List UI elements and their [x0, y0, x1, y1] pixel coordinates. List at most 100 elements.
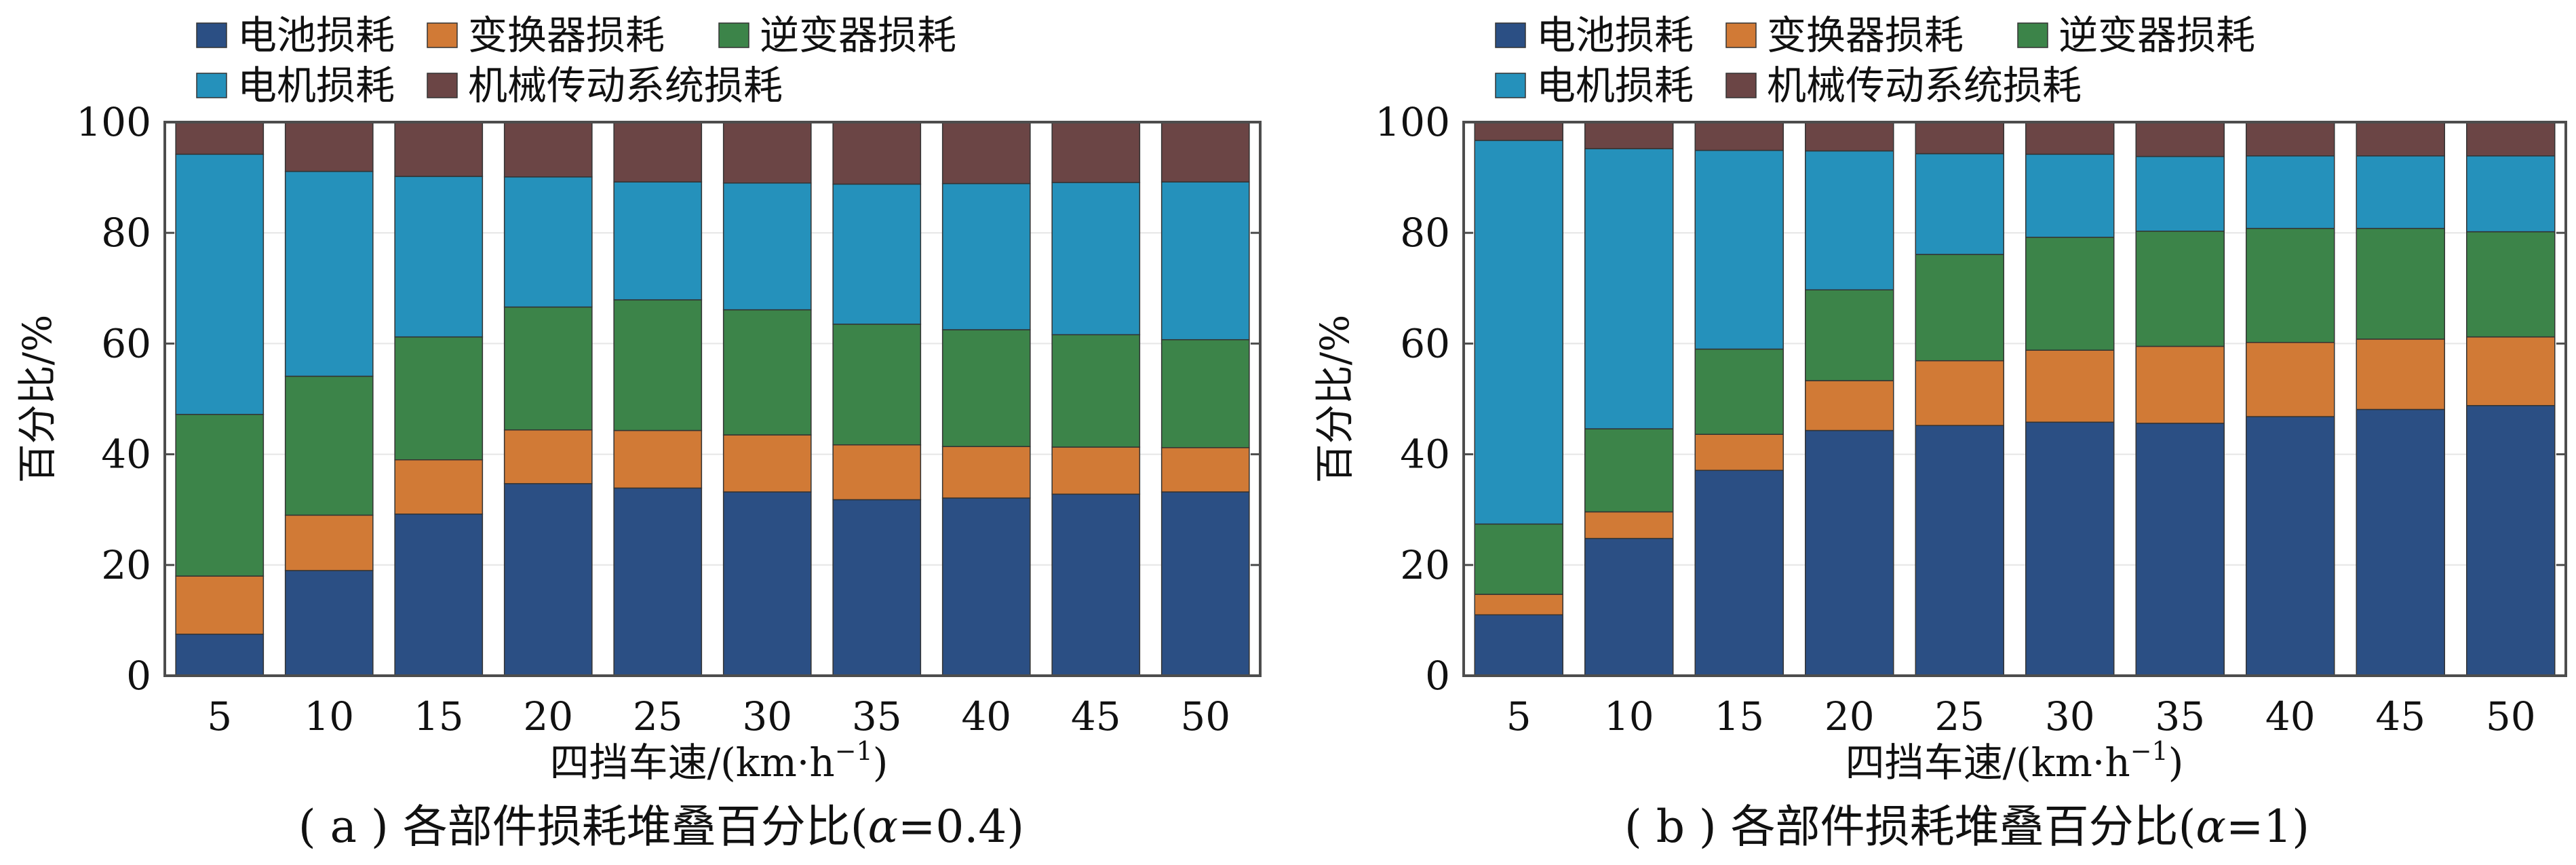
legend-swatch [1495, 22, 1526, 48]
bar-segment-电池损耗-15 [1694, 469, 1784, 676]
bar-segment-机械传动系统损耗-10 [284, 121, 374, 172]
y-tick-label: 40 [1400, 431, 1450, 478]
bar-segment-电机损耗-5 [1474, 140, 1563, 525]
bar-segment-逆变器损耗-20 [503, 306, 593, 431]
legend-label: 机械传动系统损耗 [468, 62, 783, 109]
bar-segment-机械传动系统损耗-5 [175, 121, 265, 155]
bar-segment-电机损耗-15 [394, 176, 484, 338]
y-tick-label: 0 [126, 653, 151, 699]
x-tick-label: 30 [2045, 693, 2095, 739]
bar-segment-逆变器损耗-50 [1160, 339, 1250, 448]
caption-a-suffix: =0.4) [898, 801, 1025, 853]
bar-segment-逆变器损耗-20 [1805, 289, 1894, 381]
legend-label: 逆变器损耗 [760, 12, 956, 58]
bar-segment-电机损耗-25 [1915, 153, 2004, 255]
x-tick-label: 25 [633, 693, 683, 739]
legend-label: 电池损耗 [1536, 12, 1694, 58]
bar-segment-电池损耗-45 [1051, 493, 1141, 676]
chart-panel-1: 0 20 40 60 80 100 5 10 15 20 25 30 35 40 45 50 四挡车速/(km·… [1312, 12, 2567, 786]
bar-segment-机械传动系统损耗-5 [1474, 121, 1563, 141]
y-tick-label: 40 [101, 431, 151, 478]
bar-segment-机械传动系统损耗-35 [2135, 121, 2225, 157]
bar-segment-机械传动系统损耗-15 [394, 121, 484, 177]
bar-segment-电池损耗-20 [1805, 429, 1894, 676]
bar-segment-电机损耗-40 [2246, 155, 2335, 229]
caption-b-var: α [2196, 801, 2226, 853]
x-tick-label: 20 [1824, 693, 1875, 739]
bar-segment-机械传动系统损耗-30 [722, 121, 812, 184]
bar-segment-机械传动系统损耗-15 [1694, 121, 1784, 151]
bar-segment-变换器损耗-50 [1160, 447, 1250, 493]
bar-segment-变换器损耗-35 [832, 444, 922, 501]
bar-segment-机械传动系统损耗-50 [1160, 121, 1250, 182]
bar-segment-机械传动系统损耗-40 [941, 121, 1031, 185]
bar-segment-电池损耗-25 [1915, 425, 2004, 676]
x-tick-label: 35 [2155, 693, 2205, 739]
bar-segment-变换器损耗-10 [1584, 511, 1674, 539]
caption-b-suffix: =1) [2225, 801, 2310, 853]
bar-segment-机械传动系统损耗-20 [503, 121, 593, 178]
bar-segment-逆变器损耗-5 [1474, 523, 1563, 595]
legend-label: 变换器损耗 [468, 12, 665, 58]
bar-segment-电机损耗-30 [722, 182, 812, 311]
y-axis-label: 百分比/% [14, 315, 60, 484]
caption-a-prefix: ( a ) 各部件损耗堆叠百分比( [298, 801, 868, 853]
x-tick-label: 50 [2486, 693, 2536, 739]
bar-segment-电池损耗-5 [1474, 614, 1563, 676]
bar-segment-机械传动系统损耗-30 [2025, 121, 2115, 155]
x-axis-label-main: 四挡车速/(km·h [1846, 739, 2130, 786]
legend-label: 电机损耗 [237, 62, 395, 109]
bar-segment-电池损耗-5 [175, 634, 265, 676]
bar-segment-变换器损耗-40 [941, 446, 1031, 499]
bar-segment-电机损耗-35 [2135, 155, 2225, 232]
bar-segment-逆变器损耗-35 [832, 324, 922, 446]
x-tick-label: 45 [1071, 693, 1121, 739]
bar-segment-逆变器损耗-45 [2356, 227, 2445, 340]
legend-swatch [718, 22, 749, 48]
bar-segment-电机损耗-40 [941, 182, 1031, 330]
bar-segment-变换器损耗-50 [2466, 336, 2556, 406]
legend-swatch [1495, 73, 1526, 98]
bar-segment-电机损耗-15 [1694, 149, 1784, 350]
y-tick-label: 20 [101, 542, 151, 588]
bar-segment-电池损耗-30 [722, 491, 812, 676]
bar-segment-逆变器损耗-40 [2246, 227, 2335, 343]
bar-segment-电池损耗-15 [394, 513, 484, 676]
y-tick-label: 100 [76, 99, 151, 145]
x-axis-label-close: ) [2168, 739, 2184, 786]
y-tick-label: 20 [1400, 542, 1450, 588]
bar-segment-变换器损耗-45 [1051, 446, 1141, 495]
bar-segment-变换器损耗-20 [503, 429, 593, 484]
caption-a: ( a ) 各部件损耗堆叠百分比(α=0.4) [203, 790, 1119, 853]
bar-segment-变换器损耗-15 [394, 459, 484, 515]
x-axis-label-sup: −1 [835, 736, 873, 766]
bar-segment-逆变器损耗-50 [2466, 231, 2556, 338]
bar-segment-逆变器损耗-5 [175, 414, 265, 577]
bar-segment-变换器损耗-35 [2135, 345, 2225, 424]
caption-b-prefix: ( b ) 各部件损耗堆叠百分比( [1624, 801, 2196, 853]
bar-segment-电机损耗-20 [1805, 150, 1894, 290]
legend-label: 机械传动系统损耗 [1767, 62, 2082, 109]
x-axis-label: 四挡车速/(km·h−1) [1846, 736, 2184, 786]
bar-segment-电机损耗-25 [613, 181, 703, 301]
bar-segment-逆变器损耗-25 [613, 299, 703, 431]
bar-segment-机械传动系统损耗-20 [1805, 121, 1894, 152]
bar-segment-电池损耗-40 [2246, 416, 2335, 676]
x-tick-label: 40 [961, 693, 1011, 739]
legend-label: 电池损耗 [237, 12, 395, 58]
bar-segment-电池损耗-35 [832, 499, 922, 676]
bar-segment-逆变器损耗-10 [284, 375, 374, 516]
bar-segment-变换器损耗-45 [2356, 339, 2445, 410]
legend-swatch [1725, 22, 1757, 48]
bar-segment-电机损耗-50 [1160, 181, 1250, 341]
y-tick-label: 80 [101, 210, 151, 256]
x-tick-label: 45 [2375, 693, 2425, 739]
bar-segment-电池损耗-10 [1584, 537, 1674, 676]
bar-segment-机械传动系统损耗-50 [2466, 121, 2556, 157]
bar-segment-电机损耗-35 [832, 183, 922, 325]
bar-segment-变换器损耗-10 [284, 514, 374, 571]
bar-segment-逆变器损耗-40 [941, 329, 1031, 447]
x-tick-label: 40 [2265, 693, 2316, 739]
bar-segment-电机损耗-45 [2356, 155, 2445, 229]
bar-segment-机械传动系统损耗-45 [2356, 121, 2445, 157]
